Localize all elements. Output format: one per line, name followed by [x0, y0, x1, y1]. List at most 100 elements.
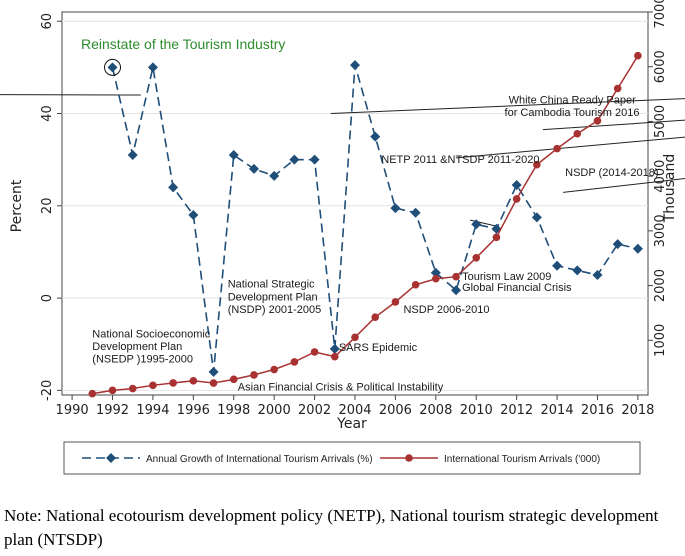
legend-box — [63, 441, 641, 475]
highlight-ring — [104, 58, 122, 76]
right-y-axis: 1000200030004000500060007000 — [648, 0, 668, 357]
annotation-label: National Socioeconomic — [92, 328, 211, 340]
x-axis: 1990 1992 1994 1996 1998 2000 2002 2004 2006 2008… — [56, 395, 654, 418]
figure-note: Note: National ecotourism development po… — [4, 506, 659, 549]
gridlines — [62, 20, 648, 391]
arrivals-line — [92, 55, 639, 395]
right-y-tick-label: 2000 — [653, 269, 668, 302]
x-tick-label: 2006 — [379, 403, 412, 418]
left-y-axis: -20 0 20 40 60 — [40, 13, 62, 401]
arrivals-point — [270, 365, 278, 374]
annotation-label: NETP 2011 &NTSDP 2011-2020 — [381, 154, 539, 166]
left-y-tick-label: 40 — [40, 105, 55, 122]
growth-point — [329, 343, 340, 354]
growth-point — [248, 163, 259, 174]
x-tick-label: 1992 — [96, 403, 129, 418]
right-y-tick-label: 3000 — [653, 214, 668, 247]
arrivals-point — [593, 116, 602, 125]
annotation-reinstate: Reinstate of the Tourism Industry — [81, 36, 285, 52]
x-tick-label: 2012 — [500, 403, 533, 418]
arrivals-point — [512, 195, 521, 203]
growth-point — [168, 182, 179, 193]
arrivals-point — [88, 389, 97, 398]
x-tick-label: 1990 — [56, 403, 89, 418]
growth-point — [127, 150, 138, 161]
growth-point — [390, 203, 401, 214]
x-tick-label: 2018 — [621, 403, 654, 418]
arrivals-point — [432, 274, 440, 283]
series-layer — [88, 51, 643, 398]
growth-point — [612, 239, 623, 250]
growth-point — [552, 260, 563, 271]
left-y-tick-label: -20 — [40, 380, 55, 401]
arrivals-point — [452, 272, 460, 281]
right-y-tick-label: 6000 — [653, 50, 668, 83]
arrivals-point — [108, 386, 117, 395]
arrivals-point — [573, 129, 582, 138]
arrivals-point — [128, 384, 137, 393]
annotation-label: SARS Epidemic — [339, 342, 418, 354]
growth-point — [309, 154, 320, 165]
growth-point — [188, 210, 199, 221]
left-y-tick-label: 60 — [40, 13, 55, 30]
arrivals-point — [149, 381, 157, 390]
growth-point — [147, 62, 158, 73]
right-y-axis-title: Thousand — [662, 154, 678, 224]
x-tick-label: 2014 — [541, 403, 574, 418]
legend-marker — [405, 454, 413, 462]
arrivals-point — [189, 376, 198, 385]
growth-point — [531, 212, 542, 223]
growth-point — [592, 270, 603, 281]
growth-point — [228, 150, 239, 161]
x-tick-label: 2008 — [419, 403, 452, 418]
arrivals-point — [613, 84, 622, 93]
x-tick-label: 2000 — [258, 403, 291, 418]
growth-point — [451, 285, 462, 296]
legend-item-arrivals: International Tourism Arrivals ('000) — [380, 454, 600, 465]
left-y-tick-label: 0 — [40, 294, 55, 302]
annotation-label: Asian Financial Crisis & Political Insta… — [238, 381, 444, 393]
arrivals-point — [250, 371, 258, 379]
x-tick-label: 2004 — [338, 403, 371, 418]
annotation-label: Development Plan — [228, 291, 318, 303]
growth-point — [430, 267, 441, 278]
growth-point — [107, 62, 118, 73]
x-tick-label: 2016 — [581, 403, 614, 418]
annotation-label: National Strategic — [228, 278, 315, 290]
growth-point — [410, 207, 421, 218]
arrivals-point — [229, 375, 238, 384]
x-axis-title: Year — [336, 416, 367, 432]
annotation-label: NSDP (2014-2018) — [565, 167, 658, 179]
growth-point — [350, 60, 360, 71]
arrivals-point — [553, 144, 561, 153]
legend-marker — [106, 453, 116, 463]
x-tick-label: 1994 — [136, 403, 169, 418]
arrivals-point — [371, 313, 380, 321]
right-y-tick-label: 4000 — [653, 160, 668, 193]
arrivals-point — [209, 379, 218, 387]
arrivals-point — [290, 358, 299, 366]
legend-label: International Tourism Arrivals ('000) — [444, 454, 600, 465]
arrivals-point — [472, 253, 481, 262]
growth-point — [632, 243, 643, 254]
growth-point — [370, 131, 381, 142]
left-y-axis-title: Percent — [9, 179, 25, 232]
growth-point — [511, 180, 522, 191]
right-y-tick-label: 7000 — [653, 0, 668, 29]
annotation-label: for Cambodia Tourism 2016 — [505, 107, 640, 119]
x-tick-label: 1996 — [177, 403, 210, 418]
x-tick-label: 2010 — [460, 403, 493, 418]
arrivals-point — [411, 280, 420, 289]
left-y-tick-label: 20 — [40, 198, 55, 215]
legend: Annual Growth of International Tourism A… — [63, 441, 641, 475]
annotation-label: Tourism Law 2009 — [462, 271, 551, 283]
arrivals-point — [391, 298, 400, 306]
right-y-tick-label: 1000 — [653, 324, 668, 357]
arrivals-point — [634, 51, 642, 60]
annotation-label: (NSEDP )1995-2000 — [92, 354, 193, 366]
legend-item-growth: Annual Growth of International Tourism A… — [82, 453, 373, 465]
growth-point — [269, 170, 280, 181]
arrivals-series — [88, 51, 642, 398]
annotation-label: NSDP 2006-2010 — [403, 304, 489, 316]
arrivals-point — [330, 352, 339, 361]
